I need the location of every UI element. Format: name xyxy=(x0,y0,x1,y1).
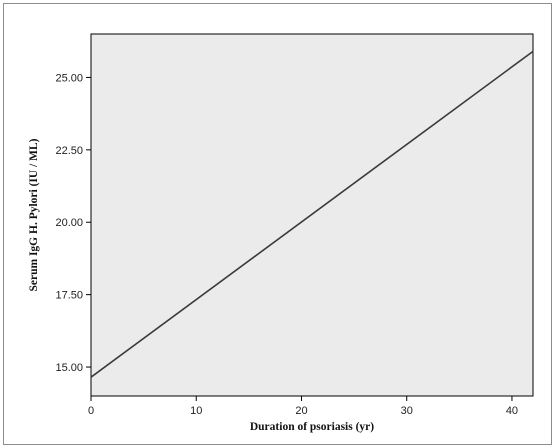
y-axis-title: Serum IgG H. Pylori (IU / ML) xyxy=(28,138,40,291)
x-tick-label: 10 xyxy=(190,405,202,417)
x-axis-title: Duration of psoriasis (yr) xyxy=(250,421,374,433)
x-tick-label: 0 xyxy=(88,405,94,417)
y-tick-label: 15.00 xyxy=(55,362,83,374)
y-tick-label: 25.00 xyxy=(55,72,83,84)
y-tick-label: 22.50 xyxy=(55,145,83,157)
x-tick-label: 30 xyxy=(401,405,413,417)
y-tick-label: 17.50 xyxy=(55,290,83,302)
x-tick-label: 40 xyxy=(506,405,518,417)
x-axis-ticks: 0 10 20 30 40 xyxy=(88,396,518,417)
y-tick-label: 20.00 xyxy=(55,217,83,229)
series-layer xyxy=(90,50,534,378)
x-tick-label: 20 xyxy=(295,405,307,417)
fit-line xyxy=(90,50,534,378)
y-axis-ticks: 15.00 17.50 20.00 22.50 25.00 xyxy=(55,72,91,374)
